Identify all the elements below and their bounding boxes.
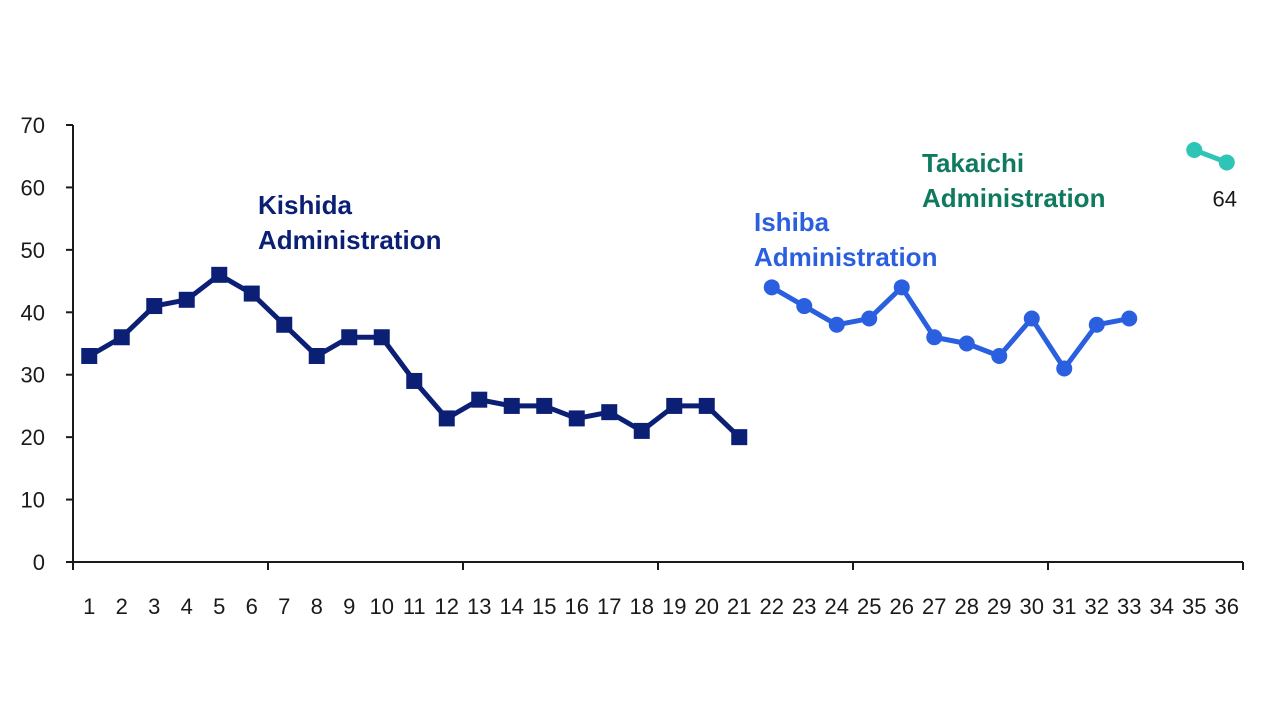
x-tick-label: 21 bbox=[727, 594, 751, 619]
x-tick-label: 35 bbox=[1182, 594, 1206, 619]
x-tick-label: 14 bbox=[500, 594, 524, 619]
data-point bbox=[633, 422, 650, 439]
y-tick-label: 60 bbox=[21, 175, 45, 200]
x-tick-label: 29 bbox=[987, 594, 1011, 619]
data-point bbox=[731, 429, 748, 446]
data-point bbox=[81, 347, 98, 364]
x-tick-label: 17 bbox=[597, 594, 621, 619]
series-1 bbox=[763, 279, 1138, 377]
x-tick-label: 3 bbox=[148, 594, 160, 619]
data-point bbox=[926, 329, 943, 346]
x-tick-label: 25 bbox=[857, 594, 881, 619]
data-point bbox=[243, 285, 260, 302]
series-label: Ishiba Administration bbox=[754, 207, 937, 272]
y-tick-label: 50 bbox=[21, 238, 45, 263]
data-point bbox=[1218, 154, 1235, 171]
x-tick-label: 19 bbox=[662, 594, 686, 619]
data-point bbox=[763, 279, 780, 296]
series-label: Kishida Administration bbox=[258, 190, 441, 255]
series-0 bbox=[81, 266, 748, 446]
x-tick-label: 8 bbox=[311, 594, 323, 619]
data-point bbox=[341, 329, 358, 346]
data-point bbox=[601, 404, 618, 421]
data-label: 64 bbox=[1213, 186, 1237, 211]
x-tick-label: 34 bbox=[1150, 594, 1174, 619]
x-tick-label: 23 bbox=[792, 594, 816, 619]
data-point bbox=[893, 279, 910, 296]
data-point bbox=[406, 372, 423, 389]
x-tick-label: 18 bbox=[630, 594, 654, 619]
x-tick-label: 4 bbox=[181, 594, 193, 619]
x-tick-label: 13 bbox=[467, 594, 491, 619]
series-group bbox=[81, 141, 1235, 446]
data-point bbox=[276, 316, 293, 333]
x-tick-label: 15 bbox=[532, 594, 556, 619]
data-point bbox=[1186, 141, 1203, 158]
data-point bbox=[211, 266, 228, 283]
series-line bbox=[769, 284, 1132, 371]
series-label: Takaichi Administration bbox=[922, 148, 1105, 213]
data-point bbox=[861, 310, 878, 327]
data-point bbox=[308, 347, 325, 364]
x-tick-label: 20 bbox=[695, 594, 719, 619]
data-point bbox=[113, 329, 130, 346]
data-point bbox=[178, 291, 195, 308]
x-tick-label: 6 bbox=[246, 594, 258, 619]
data-point bbox=[1056, 360, 1073, 377]
x-tick-label: 32 bbox=[1085, 594, 1109, 619]
data-point bbox=[698, 397, 715, 414]
x-tick-label: 7 bbox=[278, 594, 290, 619]
data-point bbox=[991, 347, 1008, 364]
y-tick-label: 40 bbox=[21, 300, 45, 325]
data-point bbox=[1121, 310, 1138, 327]
data-point bbox=[666, 397, 683, 414]
x-tick-label: 22 bbox=[760, 594, 784, 619]
series-labels: Kishida Administration Ishiba Administratio… bbox=[258, 148, 1105, 272]
x-tick-label: 36 bbox=[1215, 594, 1239, 619]
data-point bbox=[568, 410, 585, 427]
y-tick-label: 70 bbox=[21, 113, 45, 138]
x-tick-label: 11 bbox=[403, 594, 426, 619]
x-tick-label: 12 bbox=[435, 594, 459, 619]
x-tick-label: 28 bbox=[955, 594, 979, 619]
data-point bbox=[536, 397, 553, 414]
x-tick-label: 9 bbox=[343, 594, 355, 619]
y-tick-label: 0 bbox=[33, 550, 45, 575]
annotations: 64 bbox=[1213, 186, 1237, 211]
x-tick-label: 31 bbox=[1052, 594, 1076, 619]
x-tick-label: 26 bbox=[890, 594, 914, 619]
data-point bbox=[146, 298, 163, 315]
data-point bbox=[1023, 310, 1040, 327]
x-tick-label: 2 bbox=[116, 594, 128, 619]
x-tick-label: 24 bbox=[825, 594, 849, 619]
x-tick-label: 5 bbox=[213, 594, 225, 619]
series-2 bbox=[1186, 141, 1235, 171]
data-point bbox=[503, 397, 520, 414]
y-tick-label: 10 bbox=[21, 488, 45, 513]
y-axis-ticks: 0 10 20 30 40 50 60 70 bbox=[21, 113, 73, 575]
data-point bbox=[438, 410, 455, 427]
x-tick-label: 33 bbox=[1117, 594, 1141, 619]
x-tick-label: 27 bbox=[922, 594, 946, 619]
data-point bbox=[1088, 316, 1105, 333]
x-axis-ticks: 1 2 3 4 5 6 7 8 9 10 11 12 13 14 15 16 17 18 19 20 21 22 23 24 2… bbox=[72, 562, 1244, 619]
data-point bbox=[471, 391, 488, 408]
data-point bbox=[373, 329, 390, 346]
data-point bbox=[828, 316, 845, 333]
x-tick-label: 10 bbox=[370, 594, 394, 619]
data-point bbox=[958, 335, 975, 352]
x-tick-label: 30 bbox=[1020, 594, 1044, 619]
x-tick-label: 1 bbox=[83, 594, 95, 619]
y-tick-label: 30 bbox=[21, 363, 45, 388]
data-point bbox=[796, 298, 813, 315]
y-tick-label: 20 bbox=[21, 425, 45, 450]
x-tick-label: 16 bbox=[565, 594, 589, 619]
